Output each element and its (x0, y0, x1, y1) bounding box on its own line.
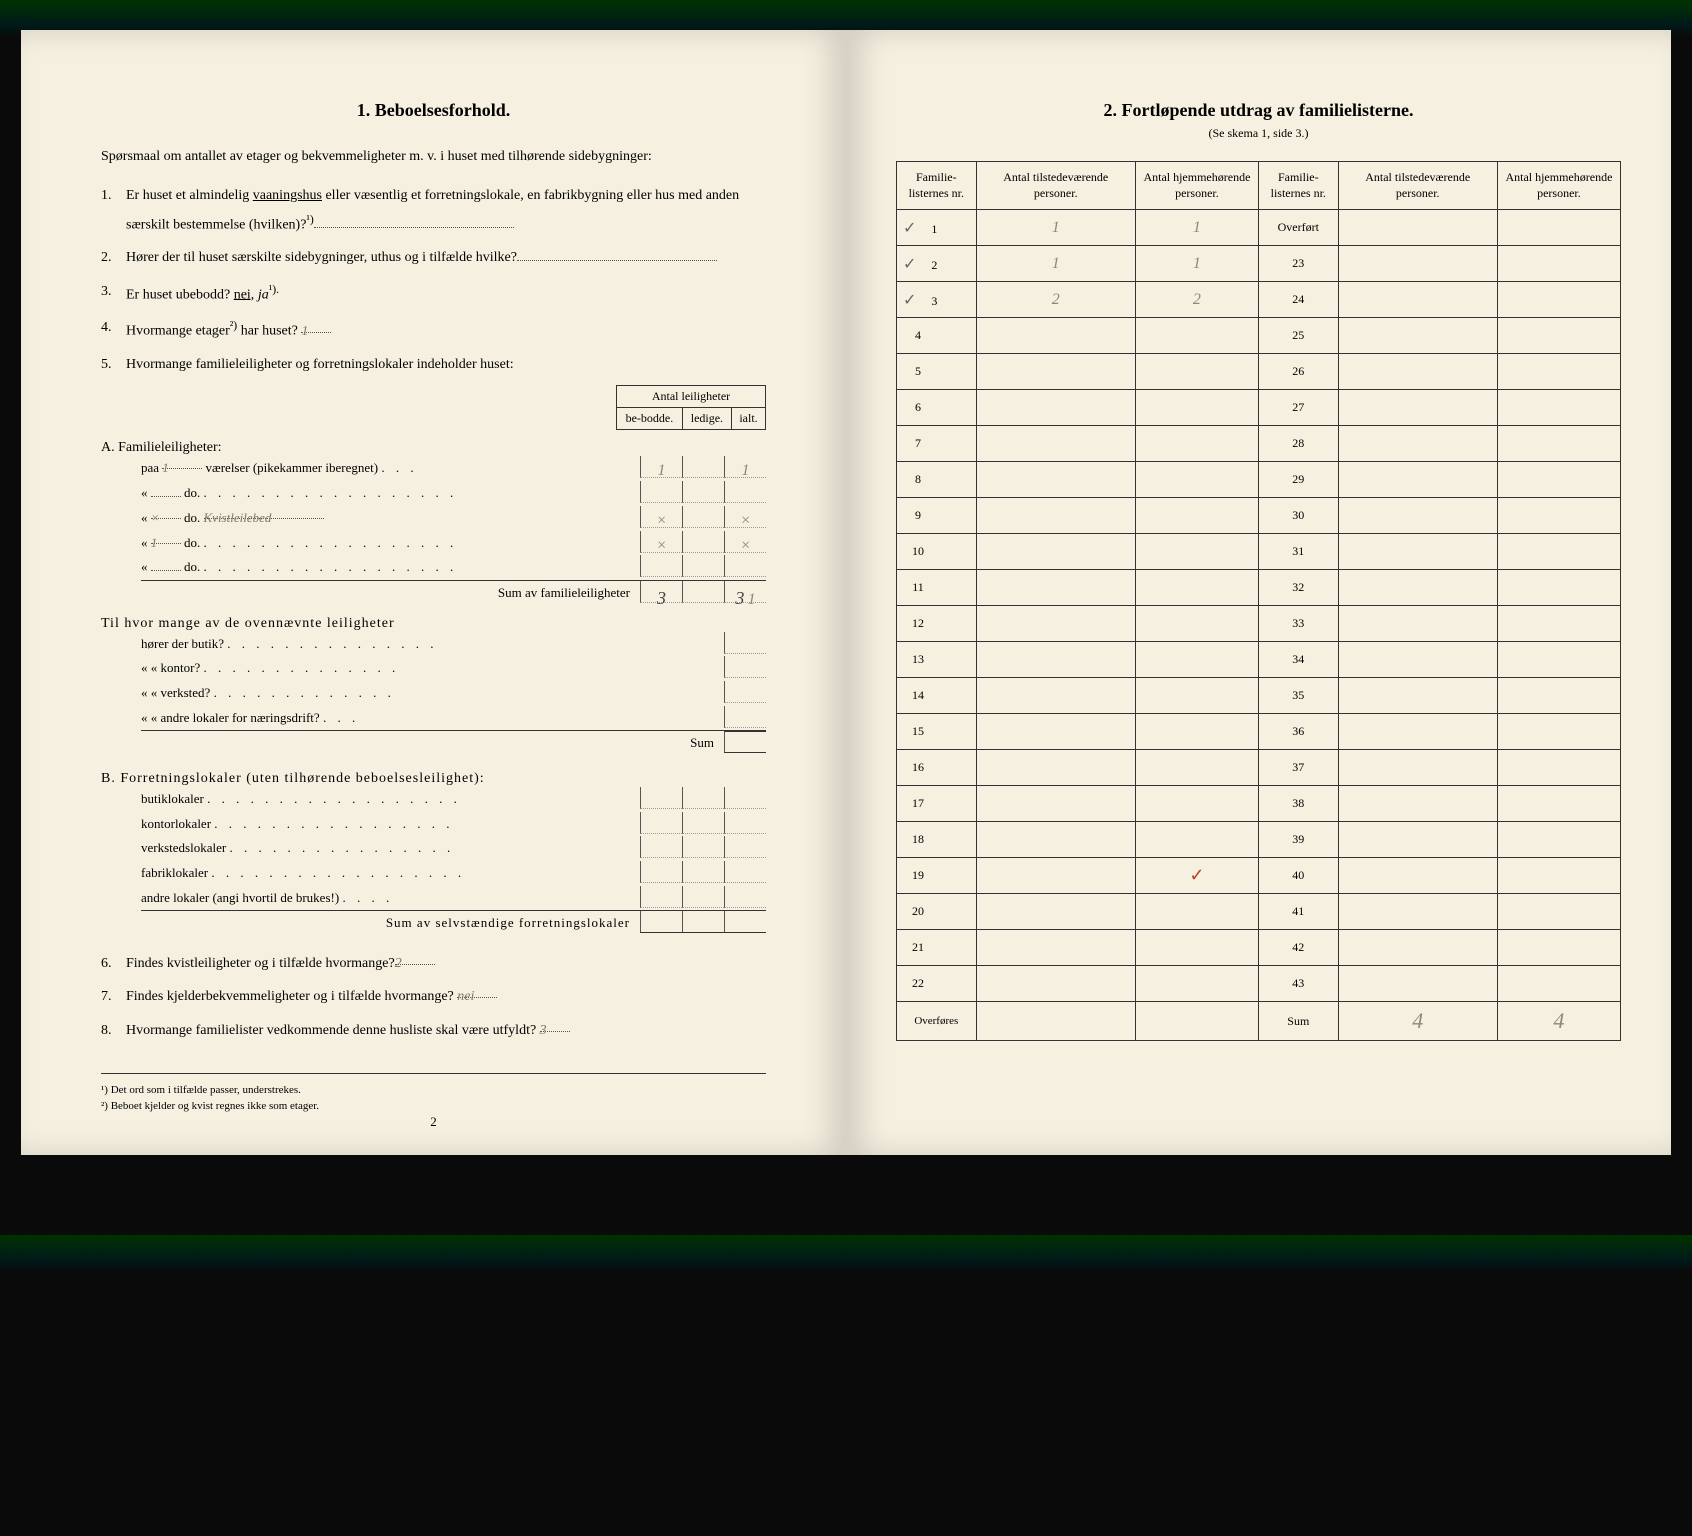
question-4: 4. Hvormange etager²) har huset? 1 (101, 315, 766, 344)
section-a-row: « × do. Kvistleilebed ×× (141, 506, 766, 531)
table-row: 1435 (897, 678, 1621, 714)
family-list-table: Familie-listernes nr. Antal tilstedevære… (896, 161, 1621, 1041)
footnote-2: ²) Beboet kjelder og kvist regnes ikke s… (101, 1098, 766, 1115)
q-text: Er huset et almindelig vaaningshus eller… (126, 183, 766, 237)
table-row: 930 (897, 498, 1621, 534)
section-a-row: « do. . . . . . . . . . . . . . . . . . … (141, 481, 766, 506)
q-num: 3. (101, 279, 126, 308)
section-num: 1. (357, 100, 371, 120)
table-row: 2243 (897, 966, 1621, 1002)
table-row: 1334 (897, 642, 1621, 678)
table-row: 1031 (897, 534, 1621, 570)
table-row: 1536 (897, 714, 1621, 750)
table-row: 425 (897, 318, 1621, 354)
table-row: 1637 (897, 750, 1621, 786)
table-row: 829 (897, 462, 1621, 498)
section-a-sum-row: Sum av familieleiligheter 3 3 1 (141, 580, 766, 606)
section-a-row: « 1 do. . . . . . . . . . . . . . . . . … (141, 531, 766, 556)
question-6: 6. Findes kvistleiligheter og i tilfælde… (101, 951, 766, 976)
footnote-1: ¹) Det ord som i tilfælde passer, unders… (101, 1082, 766, 1099)
q-num: 2. (101, 245, 126, 270)
q-num: 4. (101, 315, 126, 344)
right-section-title: 2. Fortløpende utdrag av familielisterne… (896, 100, 1621, 121)
q-text: Hører der til huset særskilte sidebygnin… (126, 245, 766, 270)
question-5: 5. Hvormange familieleiligheter og forre… (101, 352, 766, 377)
book-spread: 1. Beboelsesforhold. Spørsmaal om antall… (21, 30, 1671, 1155)
footnotes: ¹) Det ord som i tilfælde passer, unders… (101, 1073, 766, 1115)
til-block: Til hvor mange av de ovennævnte leilighe… (101, 616, 766, 756)
table-row: ✓ 21123 (897, 246, 1621, 282)
table-row: 2142 (897, 930, 1621, 966)
table-row: 19✓40 (897, 858, 1621, 894)
leilighet-table-header: Antal leiligheter be-bodde. ledige. ialt… (616, 385, 766, 430)
table-row: 1839 (897, 822, 1621, 858)
section-title-text: Beboelsesforhold. (375, 100, 511, 120)
left-section-title: 1. Beboelsesforhold. (71, 100, 796, 121)
table-row: 627 (897, 390, 1621, 426)
table-row: 1132 (897, 570, 1621, 606)
q-text: Hvormange etager²) har huset? 1 (126, 315, 766, 344)
question-3: 3. Er huset ubebodd? nei, ja¹). (101, 279, 766, 308)
section-a-row: paa 1 værelser (pikekammer iberegnet) . … (141, 456, 766, 481)
table-row: 1233 (897, 606, 1621, 642)
right-page: 2. Fortløpende utdrag av familielisterne… (846, 30, 1671, 1155)
q-num: 5. (101, 352, 126, 377)
table-sum-row: OverføresSum44 (897, 1002, 1621, 1041)
intro-text: Spørsmaal om antallet av etager og bekve… (101, 146, 766, 168)
table-row: ✓ 32224 (897, 282, 1621, 318)
table-row: 526 (897, 354, 1621, 390)
question-8: 8. Hvormange familielister vedkommende d… (101, 1018, 766, 1043)
question-1: 1. Er huset et almindelig vaaningshus el… (101, 183, 766, 237)
question-list: 1. Er huset et almindelig vaaningshus el… (101, 183, 766, 377)
question-list-2: 6. Findes kvistleiligheter og i tilfælde… (101, 951, 766, 1043)
q-text: Er huset ubebodd? nei, ja¹). (126, 279, 766, 308)
question-7: 7. Findes kjelderbekvemmeligheter og i t… (101, 984, 766, 1009)
section-a-title: A. Familieleiligheter: (101, 440, 766, 456)
page-number: 2 (430, 1114, 437, 1130)
section-a: A. Familieleiligheter: paa 1 værelser (p… (101, 440, 766, 936)
section-a-row: « do. . . . . . . . . . . . . . . . . . … (141, 555, 766, 580)
left-page: 1. Beboelsesforhold. Spørsmaal om antall… (21, 30, 846, 1155)
table-row: 728 (897, 426, 1621, 462)
table-row: 1738 (897, 786, 1621, 822)
table-row: ✓ 111Overført (897, 210, 1621, 246)
q-text: Hvormange familieleiligheter og forretni… (126, 352, 766, 377)
section-b: B. Forretningslokaler (uten tilhørende b… (101, 771, 766, 936)
table-row: 2041 (897, 894, 1621, 930)
q-num: 1. (101, 183, 126, 237)
question-2: 2. Hører der til huset særskilte sidebyg… (101, 245, 766, 270)
right-subtitle: (Se skema 1, side 3.) (896, 126, 1621, 141)
